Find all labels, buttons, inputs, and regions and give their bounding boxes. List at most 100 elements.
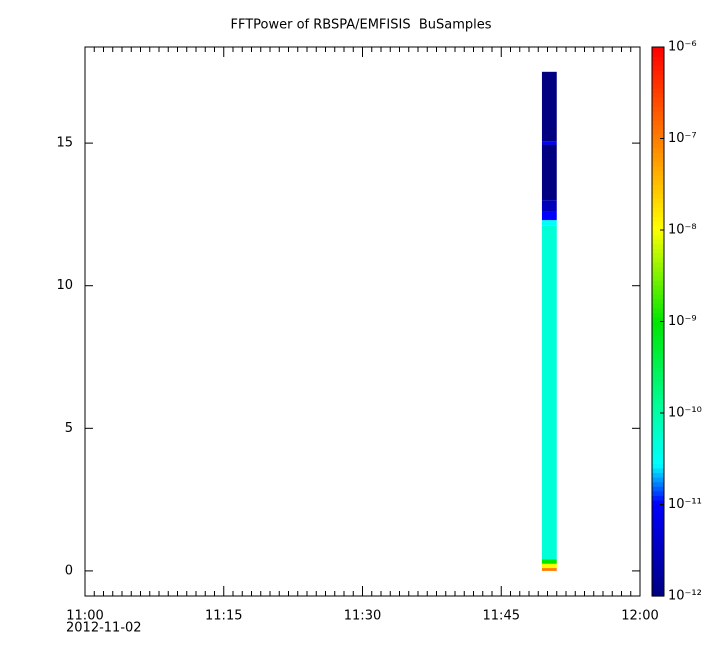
colorbar-cell: [652, 225, 664, 231]
colorbar-cell: [652, 248, 664, 254]
colorbar-cell: [652, 207, 664, 213]
x-tick-label: 11:00: [66, 609, 103, 624]
spectrogram-cell: [541, 559, 557, 564]
colorbar-cell: [652, 449, 664, 455]
colorbar-cell: [652, 111, 664, 117]
colorbar-cell: [652, 289, 664, 295]
colorbar-cell: [652, 504, 664, 510]
colorbar-cell: [652, 435, 664, 442]
colorbar-cell: [652, 88, 664, 94]
spectrogram-cell: [541, 71, 557, 142]
colorbar-cell: [652, 339, 664, 345]
colorbar-cell: [652, 426, 664, 432]
colorbar-cell: [652, 280, 664, 286]
colorbar-tick-label: 10⁻⁹: [668, 314, 697, 329]
colorbar-cell: [652, 211, 664, 217]
colorbar-cell: [652, 513, 664, 519]
colorbar-cell: [652, 458, 664, 464]
x-tick-label: 11:45: [483, 609, 520, 624]
colorbar-cell: [652, 559, 664, 565]
colorbar-cell: [652, 133, 664, 140]
colorbar-cell: [652, 390, 664, 396]
colorbar-cell: [652, 165, 664, 172]
colorbar-cell: [652, 591, 664, 597]
colorbar-cell: [652, 522, 664, 528]
colorbar-cell: [652, 47, 664, 53]
colorbar-cell: [652, 234, 664, 240]
spectrogram-cell: [541, 225, 557, 560]
colorbar-cell: [652, 83, 664, 89]
colorbar-cell: [652, 486, 664, 492]
colorbar-cell: [652, 51, 664, 57]
colorbar-cell: [652, 394, 664, 400]
colorbar-cell: [652, 188, 664, 194]
colorbar-cell: [652, 358, 664, 364]
colorbar-cell: [652, 563, 664, 570]
colorbar-cell: [652, 65, 664, 71]
colorbar-cell: [652, 472, 664, 478]
colorbar-cell: [652, 586, 664, 593]
colorbar-cell: [652, 156, 664, 162]
colorbar-tick-label: 10⁻⁷: [668, 131, 697, 146]
colorbar-cell: [652, 175, 664, 181]
colorbar-cell: [652, 477, 664, 483]
colorbar-cell: [652, 74, 664, 80]
colorbar-cell: [652, 79, 664, 85]
colorbar-cell: [652, 527, 664, 533]
colorbar-cell: [652, 399, 664, 405]
colorbar-cell: [652, 312, 664, 318]
colorbar-cell: [652, 531, 664, 538]
colorbar-cell: [652, 56, 664, 62]
colorbar-cell: [652, 362, 664, 368]
colorbar-tick-label: 10⁻¹²: [668, 589, 702, 604]
colorbar-cell: [652, 573, 664, 579]
x-date-label: 2012-11-02: [66, 621, 142, 636]
colorbar-cell: [652, 326, 664, 332]
x-tick-label: 12:00: [621, 609, 658, 624]
colorbar-cell: [652, 568, 664, 574]
colorbar-cell: [652, 129, 664, 135]
colorbar-cell: [652, 408, 664, 414]
colorbar-cell: [652, 445, 664, 451]
spectrogram-cell: [541, 144, 557, 201]
colorbar-cell: [652, 490, 664, 496]
colorbar-cell: [652, 536, 664, 542]
colorbar-cell: [652, 152, 664, 158]
colorbar-cell: [652, 147, 664, 153]
colorbar-cell: [652, 550, 664, 556]
colorbar-cell: [652, 330, 664, 336]
colorbar-cell: [652, 106, 664, 112]
colorbar-cell: [652, 467, 664, 474]
colorbar-cell: [652, 307, 664, 313]
colorbar-cell: [652, 431, 664, 437]
colorbar-cell: [652, 577, 664, 583]
colorbar-cell: [652, 385, 664, 391]
colorbar-cell: [652, 120, 664, 126]
colorbar-cell: [652, 179, 664, 185]
colorbar-cell: [652, 197, 664, 204]
colorbar-cell: [652, 348, 664, 355]
colorbar-cell: [652, 440, 664, 446]
colorbar-tick-label: 10⁻⁸: [668, 223, 697, 238]
colorbar-cell: [652, 184, 664, 190]
spectrogram-cell: [541, 568, 557, 571]
x-tick-label: 11:30: [344, 609, 381, 624]
spectrogram-cell: [541, 220, 557, 226]
colorbar-cell: [652, 454, 664, 460]
colorbar-cell: [652, 257, 664, 263]
colorbar-cell: [652, 413, 664, 419]
colorbar-cell: [652, 284, 664, 291]
colorbar-cell: [652, 518, 664, 524]
colorbar-cell: [652, 367, 664, 373]
spectrogram-cell: [541, 563, 557, 569]
y-tick-label: 10: [56, 278, 73, 293]
colorbar-cell: [652, 101, 664, 108]
y-tick-label: 5: [65, 421, 73, 436]
colorbar-cell: [652, 495, 664, 501]
chart-title: FFTPower of RBSPA/EMFISIS BuSamples: [230, 18, 491, 33]
x-tick-label: 11:15: [205, 609, 242, 624]
colorbar-cell: [652, 344, 664, 350]
colorbar-cell: [652, 230, 664, 236]
colorbar-cell: [652, 115, 664, 121]
colorbar-cell: [652, 170, 664, 176]
